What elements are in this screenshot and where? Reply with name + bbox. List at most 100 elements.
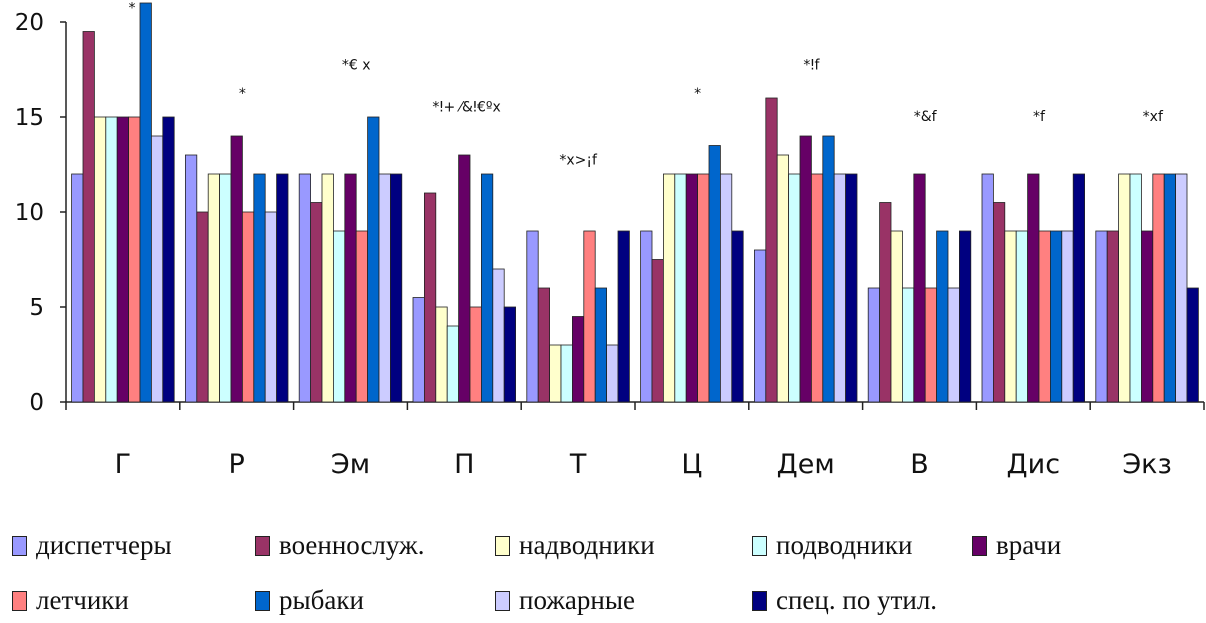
bar (1050, 230, 1063, 403)
significance-annotation: *x>¡f (559, 153, 598, 169)
bar (458, 154, 471, 403)
significance-annotation: * (239, 86, 246, 102)
legend-swatch (495, 590, 510, 611)
bar (128, 116, 141, 403)
x-tick-label: П (454, 449, 474, 480)
bar (82, 31, 95, 403)
bar (890, 230, 903, 403)
bar (936, 230, 949, 403)
bar (94, 116, 107, 403)
legend-swatch (12, 535, 27, 556)
x-tick-label: Экз (1122, 449, 1172, 480)
bar (1129, 173, 1142, 403)
legend-swatch (255, 590, 270, 611)
legend-item: пожарные (495, 585, 635, 616)
significance-annotation: * (129, 1, 136, 17)
legend-item: диспетчеры (12, 530, 172, 561)
bar (947, 287, 960, 403)
bar (264, 211, 278, 403)
bar (811, 173, 824, 403)
x-tick-label: В (910, 449, 929, 480)
bar (720, 173, 733, 403)
bar (663, 173, 676, 403)
legend-label: диспетчеры (36, 530, 172, 560)
bar (924, 287, 938, 403)
x-tick-label: Дем (777, 449, 835, 480)
legend-swatch (752, 535, 767, 556)
legend-label: военнослуж. (279, 530, 425, 560)
bar (367, 116, 380, 403)
legend-swatch (12, 590, 27, 611)
bar (71, 173, 84, 403)
significance-annotation: *€ x (342, 58, 371, 74)
legend-item: спец. по утил. (752, 585, 937, 616)
y-tick-label: 5 (29, 295, 44, 321)
bar (981, 173, 994, 403)
bar-chart: 0 5 10 15 20 Г Р Эм П Т Ц Дем В Дис Экз * * *€ x *ǃ+ ⁄&ǃ€º… (15, 1, 1205, 481)
legend-label: спец. по утил. (776, 585, 938, 615)
legend-label: подводники (776, 530, 913, 560)
significance-annotation: * (694, 86, 701, 102)
bar (105, 116, 118, 403)
bar (344, 173, 357, 403)
bar (116, 116, 129, 403)
bar (845, 173, 858, 403)
bars (71, 2, 1199, 403)
bar (651, 259, 664, 403)
bar (1027, 173, 1040, 403)
bar (219, 173, 232, 403)
y-tick-label: 15 (15, 105, 44, 131)
bar (230, 135, 243, 403)
labels: 0 5 10 15 20 Г Р Эм П Т Ц Дем В Дис Экз * * *€ x *ǃ+ ⁄&ǃ€º… (15, 1, 1172, 481)
x-tick-label: Т (569, 449, 587, 480)
bar (708, 145, 721, 403)
bar (902, 287, 915, 403)
bar (184, 154, 198, 403)
bar (196, 211, 209, 403)
bar (685, 173, 699, 403)
bar (1038, 230, 1051, 403)
bar (674, 173, 687, 403)
legend-label: врачи (996, 530, 1062, 560)
x-tick-label: Эм (331, 449, 370, 480)
bar (867, 287, 881, 403)
bar (1072, 173, 1085, 403)
bar (207, 173, 220, 403)
bar (993, 202, 1006, 403)
bar (389, 173, 403, 403)
bar (310, 202, 323, 403)
significance-annotation: *ǃf (803, 58, 820, 74)
bar (754, 249, 767, 403)
legend-swatch (752, 590, 767, 611)
bar (253, 173, 266, 403)
bar (435, 306, 448, 403)
bar (697, 173, 710, 403)
bar (1015, 230, 1029, 403)
legend-item: подводники (752, 530, 912, 561)
bar (1175, 173, 1188, 403)
legend-label: пожарные (519, 585, 635, 615)
bar (560, 344, 573, 403)
y-tick-label: 10 (15, 200, 44, 226)
significance-annotation: *ǃ+ ⁄&ǃ€ºx (432, 99, 501, 115)
bar (412, 297, 425, 403)
bar (640, 230, 653, 403)
y-tick-label: 0 (29, 390, 44, 416)
legend-swatch (972, 535, 987, 556)
legend-swatch (495, 535, 510, 556)
bar (594, 287, 608, 403)
bar (526, 230, 539, 403)
bar (1163, 173, 1176, 403)
legend-item: рыбаки (255, 585, 364, 616)
y-tick-label: 20 (15, 10, 44, 36)
bar (503, 306, 517, 403)
bar (731, 230, 744, 403)
bar (276, 173, 289, 403)
significance-annotation: *xf (1143, 109, 1164, 125)
bar (378, 173, 391, 403)
bar (606, 344, 619, 403)
bar (572, 316, 585, 403)
bar (446, 325, 460, 403)
bar (423, 192, 437, 403)
bar (959, 230, 972, 403)
